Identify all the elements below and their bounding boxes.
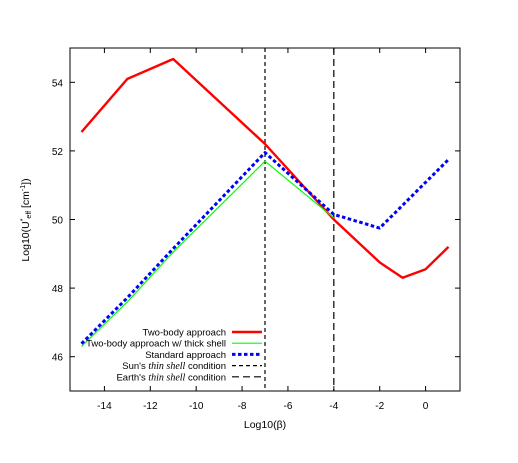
y-axis-title-part: Log10(U <box>20 221 32 261</box>
x-tick-label: -10 <box>189 401 204 412</box>
x-axis-ticks: -14 -12 -10 -8 -6 -4 -2 0 <box>97 48 429 412</box>
y-axis-title-part: * <box>20 218 27 221</box>
x-tick-label: -2 <box>375 401 384 412</box>
y-axis-title-part: ]) <box>20 178 32 184</box>
x-tick-label: -8 <box>238 401 247 412</box>
legend-label-part: thin shell <box>148 361 185 372</box>
y-tick-label: 48 <box>52 284 64 295</box>
x-tick-label: -14 <box>97 401 112 412</box>
y-axis-title: Log10(U*eff [cm-1]) <box>20 178 33 261</box>
x-tick-label: 0 <box>423 401 429 412</box>
legend-label: Standard approach <box>145 350 226 361</box>
x-tick-label: -6 <box>283 401 292 412</box>
legend-label: Two-body approach <box>143 328 226 339</box>
series-line-1 <box>80 57 450 279</box>
x-axis-title: Log10(β) <box>244 419 286 431</box>
series-lines <box>80 57 450 347</box>
legend-label-part: condition <box>185 361 226 372</box>
vertical-reference-lines <box>264 48 335 391</box>
y-tick-label: 46 <box>52 353 64 364</box>
y-axis-title-part: eff <box>26 211 33 219</box>
legend-label: Earth's thin shell condition <box>116 372 226 383</box>
y-axis-ticks: 46 48 50 52 54 <box>52 78 460 364</box>
y-tick-label: 54 <box>52 78 64 89</box>
series-line-2 <box>81 160 335 347</box>
y-tick-label: 50 <box>52 216 64 227</box>
legend-label-part: Earth's <box>116 372 148 383</box>
series-line-3 <box>80 151 450 345</box>
legend-label-part: condition <box>185 372 226 383</box>
legend-label: Sun's thin shell condition <box>122 361 226 372</box>
x-tick-label: -12 <box>143 401 158 412</box>
legend-label-part: thin shell <box>148 372 185 383</box>
legend-label: Two-body approach w/ thick shell <box>86 339 226 350</box>
y-axis-title-part: -1 <box>20 185 27 191</box>
y-tick-label: 52 <box>52 147 64 158</box>
legend-label-part: Sun's <box>122 361 148 372</box>
x-tick-label: -4 <box>329 401 338 412</box>
y-axis-title-part: [cm <box>20 191 32 211</box>
